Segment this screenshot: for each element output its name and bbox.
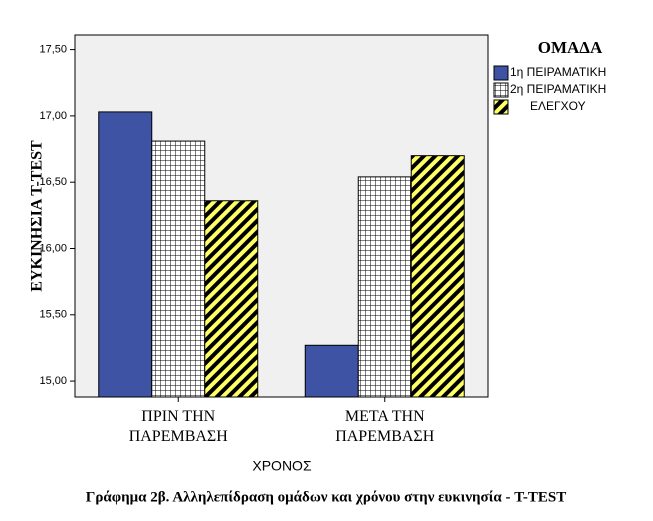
legend-swatch [493,65,509,81]
y-tick-label: 17,00 [39,110,67,122]
legend-title: ΟΜΑΔΑ [538,38,603,57]
bar [151,140,206,398]
y-tick-label: 15,50 [39,309,67,321]
x-tick-label-box: ΜΕΤΑ ΤΗΝ ΠΑΡΕΜΒΑΣΗ [335,408,435,445]
legend-swatch [493,82,509,98]
bar [357,176,412,398]
y-tick-label: 17,50 [39,43,67,55]
legend-label: 1η ΠΕΙΡΑΜΑΤΙΚΗ [510,65,606,79]
legend-swatch [493,99,509,115]
y-tick-label: 15,00 [39,375,67,387]
bar [98,111,153,398]
y-axis-label: ΕΥΚΙΝΗΣΙΑ Τ-TEST [29,140,46,292]
y-tick-label: 16,00 [39,242,67,254]
x-axis-label: ΧΡΟΝΟΣ [252,458,312,474]
x-tick-label: ΠΡΙΝ ΤΗΝ ΠΑΡΕΜΒΑΣΗ [128,408,228,445]
x-tick-label: ΜΕΤΑ ΤΗΝ ΠΑΡΕΜΒΑΣΗ [335,408,435,445]
caption: Γράφημα 2β. Αλληλεπίδραση ομάδων και χρό… [86,489,566,505]
bar [204,200,259,398]
bar [304,344,359,398]
legend-label: ΕΛΕΓΧΟΥ [530,99,586,113]
legend-label: 2η ΠΕΙΡΑΜΑΤΙΚΗ [510,82,606,96]
x-tick-label-box: ΠΡΙΝ ΤΗΝ ΠΑΡΕΜΒΑΣΗ [128,408,228,445]
y-tick-label: 16,50 [39,176,67,188]
bar [410,155,465,398]
